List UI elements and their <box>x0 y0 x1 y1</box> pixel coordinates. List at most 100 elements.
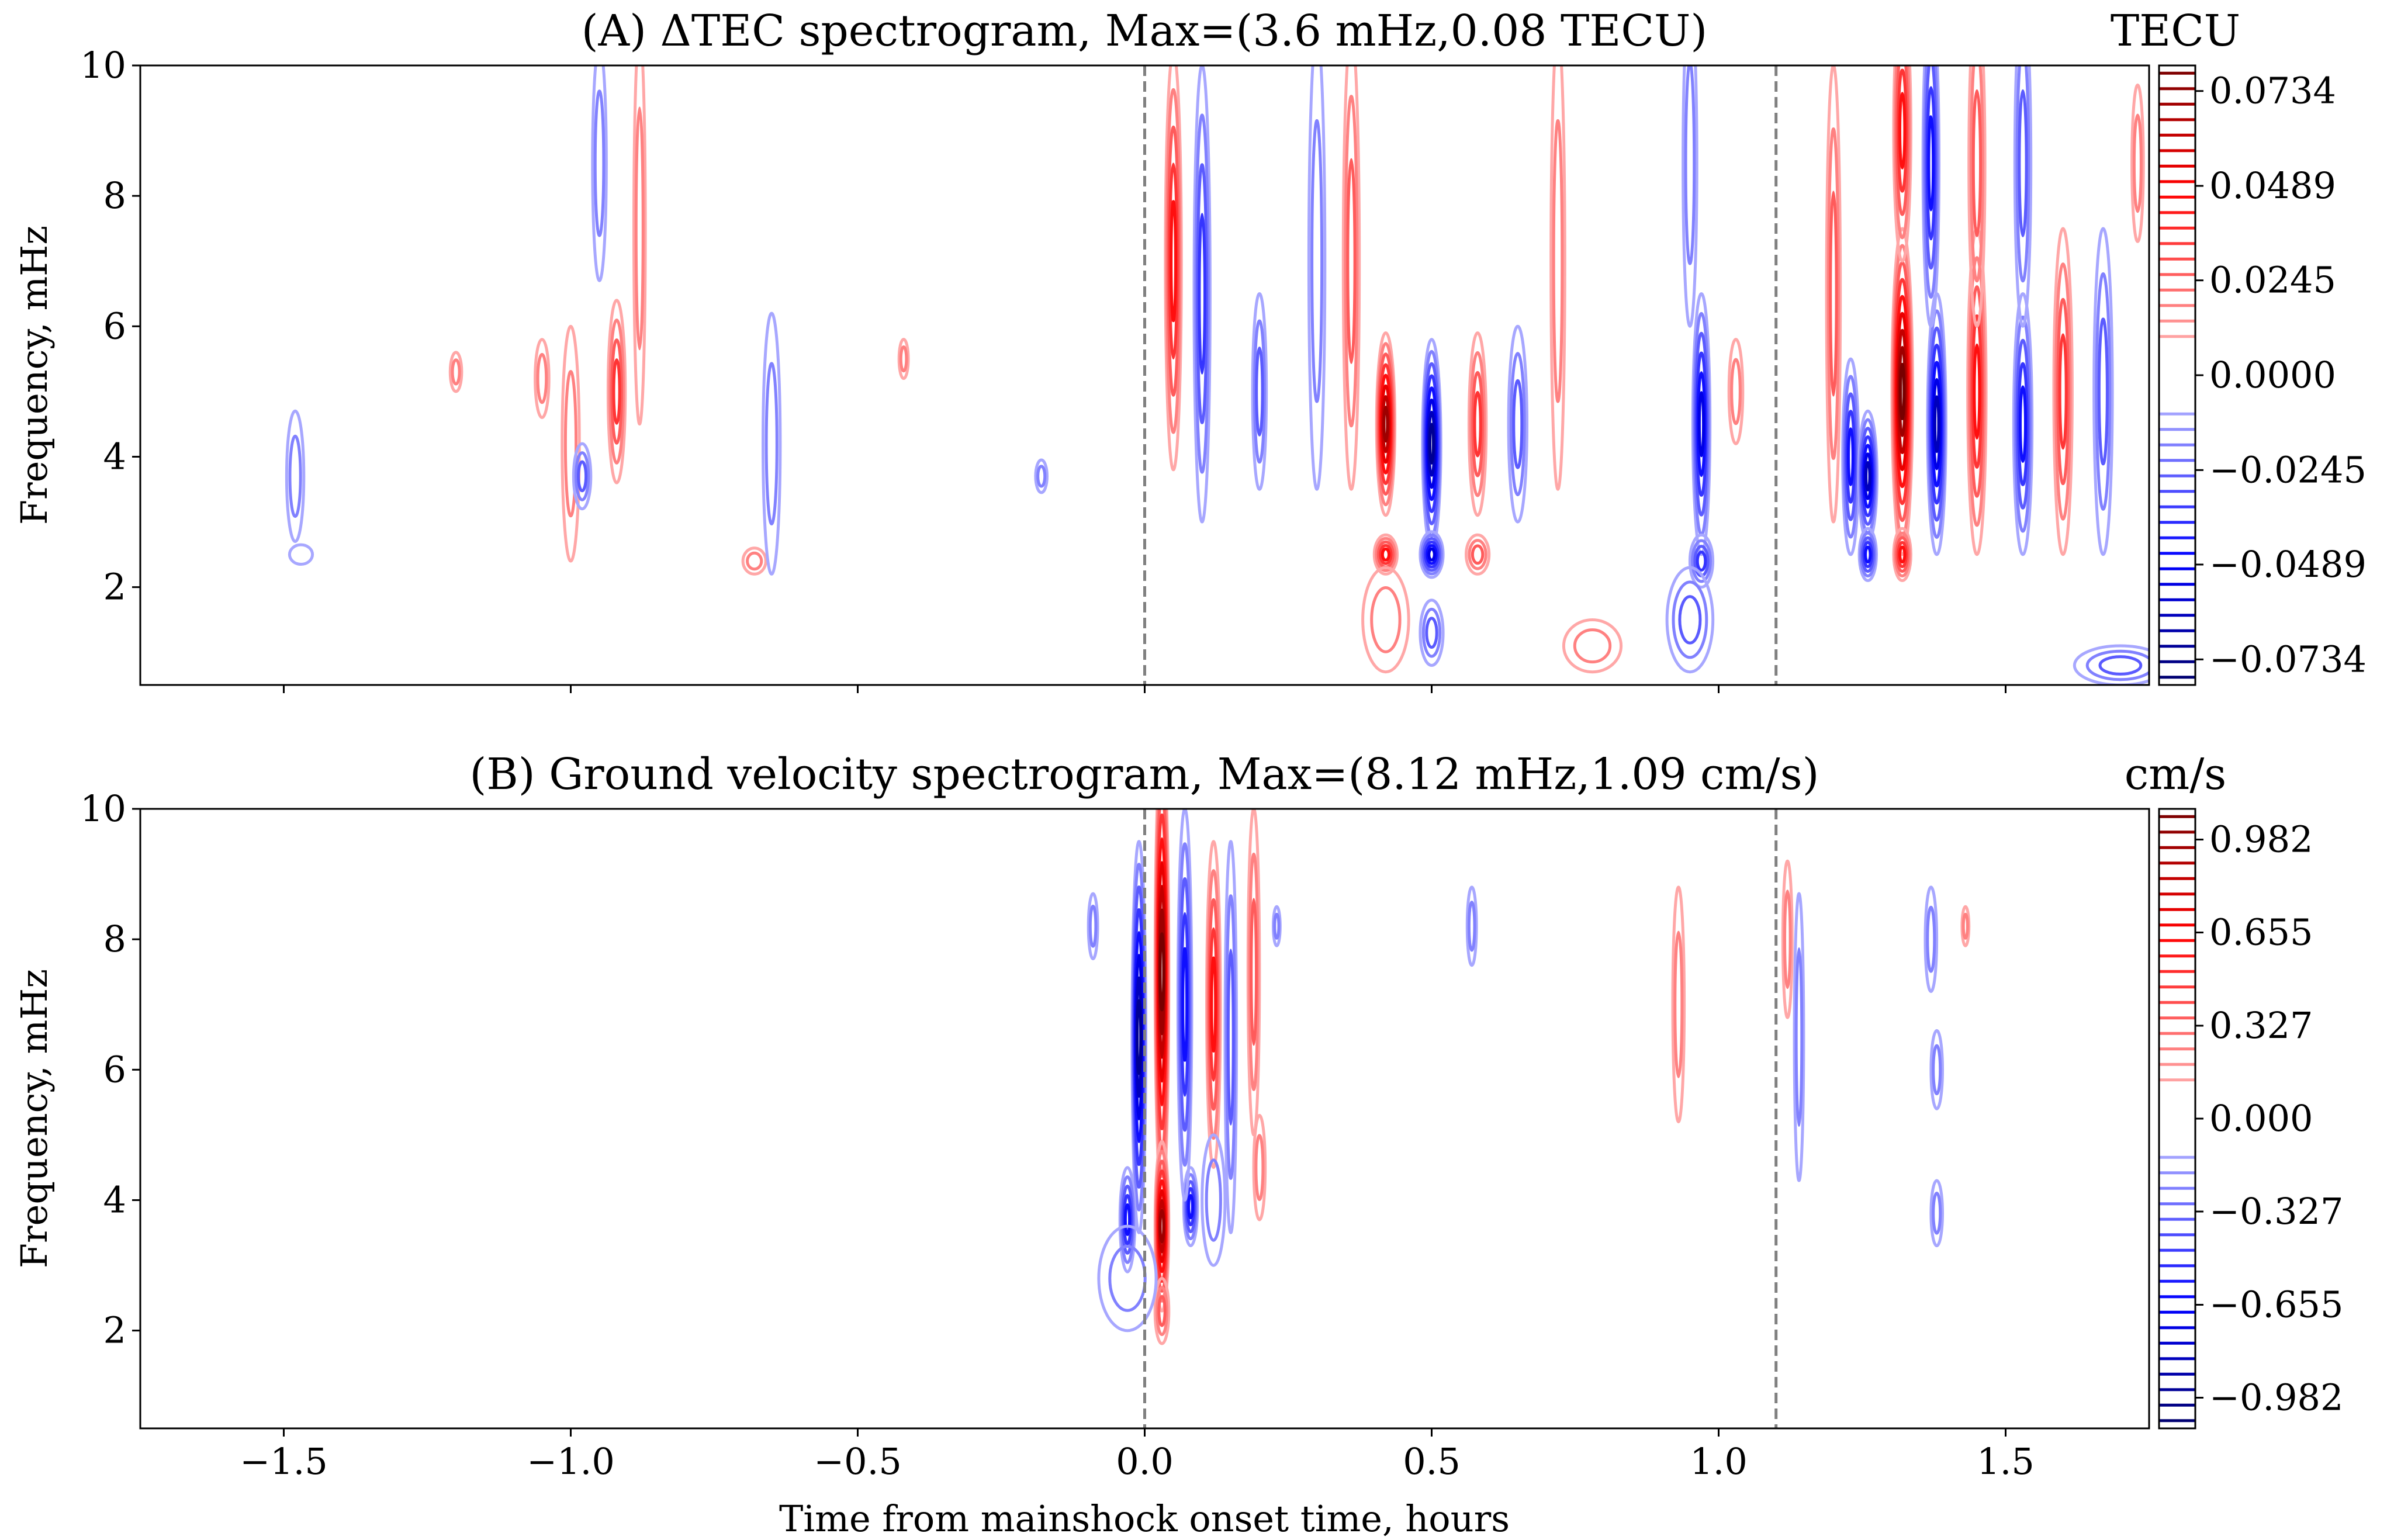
panel-a-contour-37-0 <box>1857 527 1878 582</box>
panel-a-contour-44-1 <box>1970 65 1984 283</box>
panel-a-ylabel: Frequency, mHz <box>13 226 56 525</box>
panel-a-contour-28-0 <box>1562 618 1623 674</box>
panel-a-contour-24-1 <box>1469 351 1486 497</box>
panel-a-contour-30-0 <box>1688 533 1715 589</box>
panel-a-contour-50-0 <box>2130 84 2145 243</box>
panel-a-contour-15-1 <box>1253 319 1266 464</box>
panel-a-contour-14-2 <box>1196 163 1208 424</box>
panel-b-contour-11-2 <box>1250 898 1258 1046</box>
panel-a-contour-48-2 <box>2097 317 2109 466</box>
panel-a-contour-23-1 <box>1421 607 1442 658</box>
panel-a-contour-43-2 <box>1969 285 1984 498</box>
panel-a-contour-33-1 <box>1730 358 1742 425</box>
panel-a-contour-49-2 <box>2098 655 2143 676</box>
panel-b-xtick-label-1: −1.0 <box>527 1440 615 1483</box>
panel-a-contour-34-1 <box>1826 127 1840 460</box>
panel-a-contour-39-3 <box>1897 68 1908 193</box>
panel-b-colorbar-tick-label-4: −0.327 <box>2209 1190 2343 1233</box>
panel-a-contour-37-2 <box>1860 536 1875 573</box>
panel-b-contour-18-0 <box>1793 892 1805 1182</box>
panel-b-contour-0-8 <box>1158 932 1165 1012</box>
panel-b-contour-19-0 <box>1923 885 1939 993</box>
panel-b-contour-13-1 <box>1088 905 1098 948</box>
panel-a-contour-39-0 <box>1892 65 1912 263</box>
panel-a-contour-43-1 <box>1968 256 1986 527</box>
panel-a-contour-22-4 <box>1426 544 1438 565</box>
panel-a-contour-22-1 <box>1420 534 1443 576</box>
panel-a-contour-11-1 <box>899 345 908 373</box>
panel-a-contour-15-2 <box>1255 347 1264 437</box>
panel-a-contour-6-0 <box>606 299 627 485</box>
panel-b-contour-22-1 <box>1961 912 1969 940</box>
panel-a-contour-48-1 <box>2095 272 2112 511</box>
panel-a-contour-27-0 <box>1549 65 1566 491</box>
panel-a-colorbar-tick-label-3: 0.0000 <box>2209 354 2336 396</box>
panel-b: (B) Ground velocity spectrogram, Max=(8.… <box>13 749 2343 1540</box>
panel-b-contour-5-0 <box>1097 1224 1158 1333</box>
panel-a-contour-7-0 <box>591 65 608 282</box>
panel-a-contour-40-2 <box>1895 536 1909 573</box>
panel-a-contour-2-1 <box>451 358 461 386</box>
panel-b-contour-20-1 <box>1932 1044 1942 1096</box>
panel-b-colorbar-tick-label-0: 0.982 <box>2209 818 2313 861</box>
panel-a-contour-49-1 <box>2085 649 2149 681</box>
panel-a-contour-22-5 <box>1427 547 1436 562</box>
panel-a-contour-31-1 <box>1672 580 1708 659</box>
panel-b-xtick-label-6: 1.5 <box>1977 1440 2035 1483</box>
panel-a-ytick-label-4: 10 <box>80 44 126 86</box>
panel-a-contour-45-2 <box>2015 338 2030 510</box>
panel-a-contour-35-4 <box>1847 427 1855 486</box>
panel-b-xtick-label-4: 0.5 <box>1403 1440 1461 1483</box>
panel-a-contour-33-0 <box>1727 338 1745 445</box>
panel-b-contour-17-0 <box>1781 859 1794 1019</box>
panel-a-contour-1-0 <box>288 543 314 566</box>
panel-a-ytick-label-2: 6 <box>103 304 126 347</box>
panel-a-colorbar-body <box>2159 65 2195 685</box>
panel-a-contour-43-4 <box>1973 343 1981 440</box>
panel-a-contour-3-1 <box>536 352 548 404</box>
panel-a-contour-4-1 <box>563 370 578 518</box>
panel-b-title: (B) Ground velocity spectrogram, Max=(8.… <box>470 749 1819 800</box>
panel-a-contour-12-1 <box>1036 465 1047 488</box>
panel-b-contour-21-0 <box>1929 1179 1944 1248</box>
panel-a-contour-12-0 <box>1034 458 1049 494</box>
panel-b-xtick-label-3: 0.0 <box>1116 1440 1174 1483</box>
panel-b-ytick-label-0: 2 <box>103 1309 126 1352</box>
panel-a-contour-25-0 <box>1465 533 1491 576</box>
panel-a-contour-39-2 <box>1895 65 1909 216</box>
panel-a-contour-24-3 <box>1473 390 1482 458</box>
panel-a-contour-14-1 <box>1194 113 1210 474</box>
panel-a-contour-47-3 <box>2058 333 2068 450</box>
panel-a-contour-3-0 <box>534 338 551 419</box>
panel-a-contour-20-0 <box>1361 566 1410 674</box>
panel-a-contour-20-1 <box>1370 586 1402 653</box>
panel-a-contour-2-0 <box>448 351 463 393</box>
panel-a-contour-6-2 <box>610 338 623 445</box>
panel-a-colorbar-unit: TECU <box>2111 6 2240 56</box>
panel-a-contour-8-1 <box>634 106 645 351</box>
panel-a-title: (A) ΔTEC spectrogram, Max=(3.6 mHz,0.08 … <box>582 6 1707 56</box>
panel-a-contour-46-0 <box>2013 65 2033 328</box>
panel-b-contour-8-4 <box>1210 956 1217 1053</box>
panel-a-contour-5-1 <box>575 451 590 501</box>
panel-a-contour-5-2 <box>577 460 588 493</box>
panel-a-contour-8-0 <box>632 65 647 425</box>
panel-b-contour-9-0 <box>1223 840 1238 1234</box>
panel-a-contour-6-3 <box>612 358 621 425</box>
panel-a-contour-48-0 <box>2092 227 2114 556</box>
panel-a-contour-31-2 <box>1678 595 1702 645</box>
panel-a-contour-30-3 <box>1696 551 1707 572</box>
panel-a-contour-23-2 <box>1425 617 1438 649</box>
panel-a-contour-15-0 <box>1251 292 1268 491</box>
panel-a-contour-24-0 <box>1467 331 1488 517</box>
panel-a-colorbar-tick-label-5: −0.0489 <box>2209 543 2367 586</box>
panel-a-contour-19-1 <box>1375 537 1397 572</box>
panel-a-contour-11-0 <box>897 338 910 380</box>
panel-b-contour-2-1 <box>1156 1286 1168 1336</box>
panel-a-contour-14-0 <box>1192 65 1212 524</box>
panel-b-contour-10-1 <box>1205 1158 1222 1242</box>
panel-b-contour-5-1 <box>1108 1245 1147 1312</box>
panel-a-contour-14-3 <box>1198 213 1206 375</box>
panel-a-contour-42-4 <box>1927 115 1935 212</box>
panel-a-contour-17-2 <box>1346 158 1357 364</box>
